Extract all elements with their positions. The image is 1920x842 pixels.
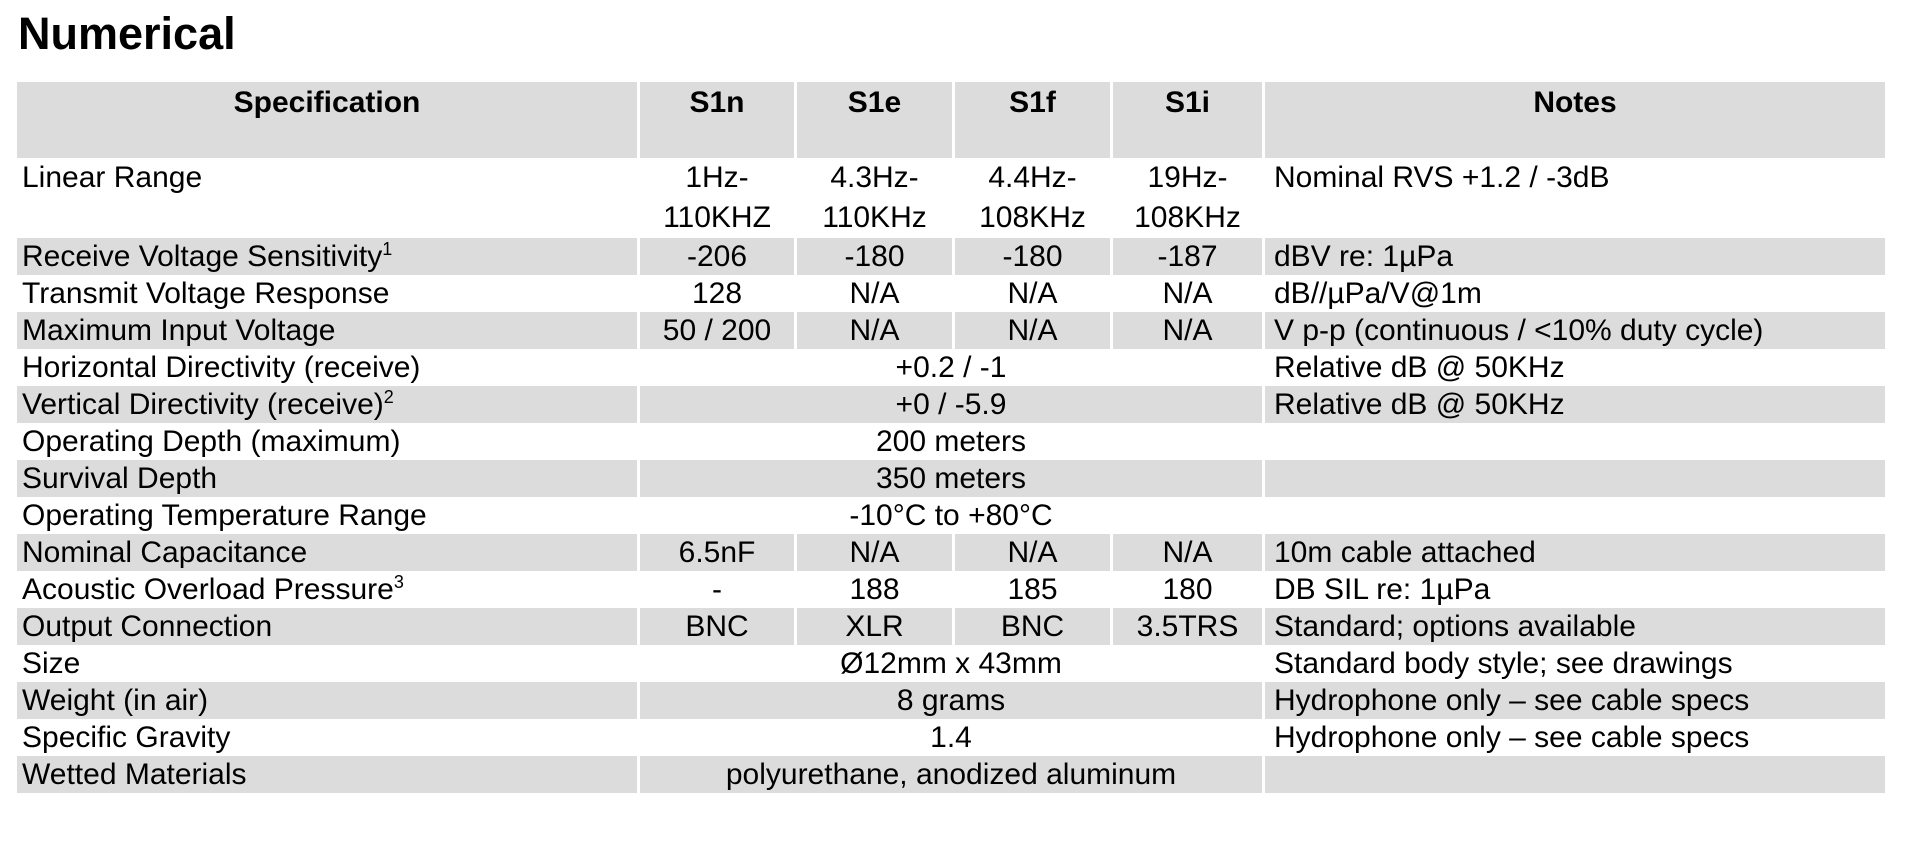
spec-value-s1f: BNC <box>952 608 1110 645</box>
spec-label: Specific Gravity <box>22 721 231 754</box>
column-header-s1e: S1e <box>794 82 952 158</box>
spec-value-s1i: 3.5TRS <box>1110 608 1262 645</box>
spec-note: DB SIL re: 1µPa <box>1262 571 1885 608</box>
spec-value-s1e: N/A <box>794 275 952 312</box>
spec-value-s1n: - <box>637 571 794 608</box>
spec-value-s1i: -187 <box>1110 238 1262 275</box>
column-header-specification: Specification <box>17 82 637 158</box>
spec-label: Wetted Materials <box>17 756 637 793</box>
spec-value-s1n: 50 / 200 <box>637 312 794 349</box>
table-row: Transmit Voltage Response 128 N/A N/A N/A dB/… <box>17 275 1885 312</box>
spec-value-span: +0 / -5.9 <box>637 386 1262 423</box>
spec-label: Receive Voltage Sensitivity1 <box>17 238 637 275</box>
spec-value-s1e: -180 <box>794 238 952 275</box>
table-row: Weight (in air) 8 grams Hydrophone only – … <box>17 682 1885 719</box>
table-row: Horizontal Directivity (receive) +0.2 / -… <box>17 349 1885 386</box>
table-row: Linear Range 1Hz- 110KHZ 4.3Hz- 110KHz 4.4H… <box>17 158 1885 238</box>
spec-label: Horizontal Directivity (receive) <box>22 351 421 384</box>
table-row: Maximum Input Voltage 50 / 200 N/A N/A N/A V … <box>17 312 1885 349</box>
spec-value-span: 350 meters <box>637 460 1262 497</box>
spec-label: Maximum Input Voltage <box>17 312 637 349</box>
spec-value-s1f: N/A <box>952 312 1110 349</box>
table-row: Operating Depth (maximum) 200 meters <box>17 423 1885 460</box>
table-row: Size Ø12mm x 43mm Standard body style; see… <box>17 645 1885 682</box>
spec-value-s1i: N/A <box>1110 534 1262 571</box>
spec-value-span: 1.4 <box>637 719 1262 756</box>
spec-value-s1i: 180 <box>1110 571 1262 608</box>
spec-label: Weight (in air) <box>17 682 637 719</box>
spec-value-span: Ø12mm x 43mm <box>637 645 1262 682</box>
spec-value-s1f: 185 <box>952 571 1110 608</box>
spec-value-s1f: N/A <box>952 275 1110 312</box>
table-row: Specific Gravity 1.4 Hydrophone only – see… <box>17 719 1885 756</box>
spec-value-s1n: BNC <box>637 608 794 645</box>
page-title: Numerical <box>18 8 236 59</box>
spec-value-s1n: -206 <box>637 238 794 275</box>
spec-value-span: polyurethane, anodized aluminum <box>637 756 1262 793</box>
table-row: Acoustic Overload Pressure3 -188 185 180 DB … <box>17 571 1885 608</box>
spec-note: Hydrophone only – see cable specs <box>1262 682 1885 719</box>
spec-table-body: Linear Range 1Hz- 110KHZ 4.3Hz- 110KHz 4.4H… <box>17 158 1885 793</box>
spec-label: Acoustic Overload Pressure3 <box>22 572 404 606</box>
spec-value-s1e: 4.3Hz- 110KHz <box>794 158 952 238</box>
spec-note: V p-p (continuous / <10% duty cycle) <box>1262 312 1885 349</box>
spec-note: dBV re: 1µPa <box>1262 238 1885 275</box>
spec-value-s1n: 6.5nF <box>637 534 794 571</box>
spec-label: Operating Temperature Range <box>22 499 427 532</box>
spec-note <box>1262 497 1885 534</box>
spec-note: Standard body style; see drawings <box>1262 645 1885 682</box>
spec-value-span: +0.2 / -1 <box>637 349 1262 386</box>
table-row: Survival Depth 350 meters <box>17 460 1885 497</box>
spec-value-s1e: 188 <box>794 571 952 608</box>
spec-value-span: 200 meters <box>637 423 1262 460</box>
spec-value-s1f: -180 <box>952 238 1110 275</box>
footnote-marker: 3 <box>393 572 404 592</box>
table-row: Wetted Materials polyurethane, anodized a… <box>17 756 1885 793</box>
spec-value-s1n: 128 <box>637 275 794 312</box>
footnote-marker: 2 <box>383 387 394 407</box>
spec-label: Vertical Directivity (receive)2 <box>17 386 637 423</box>
spec-note: Nominal RVS +1.2 / -3dB <box>1262 158 1885 238</box>
spec-value-s1f: N/A <box>952 534 1110 571</box>
spec-note: Relative dB @ 50KHz <box>1262 386 1885 423</box>
spec-note <box>1262 423 1885 460</box>
table-row: Receive Voltage Sensitivity1 -206 -180 -180… <box>17 238 1885 275</box>
column-header-notes: Notes <box>1262 82 1885 158</box>
table-row: Nominal Capacitance 6.5nF N/A N/A N/A 10m cab… <box>17 534 1885 571</box>
spec-label: Survival Depth <box>17 460 637 497</box>
spec-value-span: -10°C to +80°C <box>637 497 1262 534</box>
table-row: Output Connection BNC XLR BNC 3.5TRS Standard… <box>17 608 1885 645</box>
spec-note: Hydrophone only – see cable specs <box>1262 719 1885 756</box>
spec-label: Size <box>22 647 81 680</box>
spec-label: Transmit Voltage Response <box>22 277 390 310</box>
spec-value-s1n: 1Hz- 110KHZ <box>637 158 794 238</box>
spec-value-span: 8 grams <box>637 682 1262 719</box>
footnote-marker: 1 <box>382 239 393 259</box>
spec-label: Operating Depth (maximum) <box>22 425 401 458</box>
spec-note: 10m cable attached <box>1262 534 1885 571</box>
header-row: Specification S1n S1e S1f S1i Notes <box>17 82 1885 158</box>
column-header-s1n: S1n <box>637 82 794 158</box>
spec-value-s1e: XLR <box>794 608 952 645</box>
spec-note: dB//µPa/V@1m <box>1262 275 1885 312</box>
spec-label: Nominal Capacitance <box>17 534 637 571</box>
spec-label: Output Connection <box>17 608 637 645</box>
spec-value-s1e: N/A <box>794 534 952 571</box>
table-row: Vertical Directivity (receive)2 +0 / -5.9… <box>17 386 1885 423</box>
column-header-s1f: S1f <box>952 82 1110 158</box>
spec-value-s1f: 4.4Hz- 108KHz <box>952 158 1110 238</box>
spec-value-s1e: N/A <box>794 312 952 349</box>
spec-table: Specification S1n S1e S1f S1i Notes Line… <box>17 82 1885 793</box>
spec-value-s1i: N/A <box>1110 312 1262 349</box>
spec-value-s1i: 19Hz- 108KHz <box>1110 158 1262 238</box>
spec-label: Linear Range <box>22 161 203 194</box>
spec-value-s1i: N/A <box>1110 275 1262 312</box>
column-header-s1i: S1i <box>1110 82 1262 158</box>
spec-note <box>1262 756 1885 793</box>
spec-note: Relative dB @ 50KHz <box>1262 349 1885 386</box>
spec-note: Standard; options available <box>1262 608 1885 645</box>
spec-note <box>1262 460 1885 497</box>
table-row: Operating Temperature Range -10°C to +80°… <box>17 497 1885 534</box>
